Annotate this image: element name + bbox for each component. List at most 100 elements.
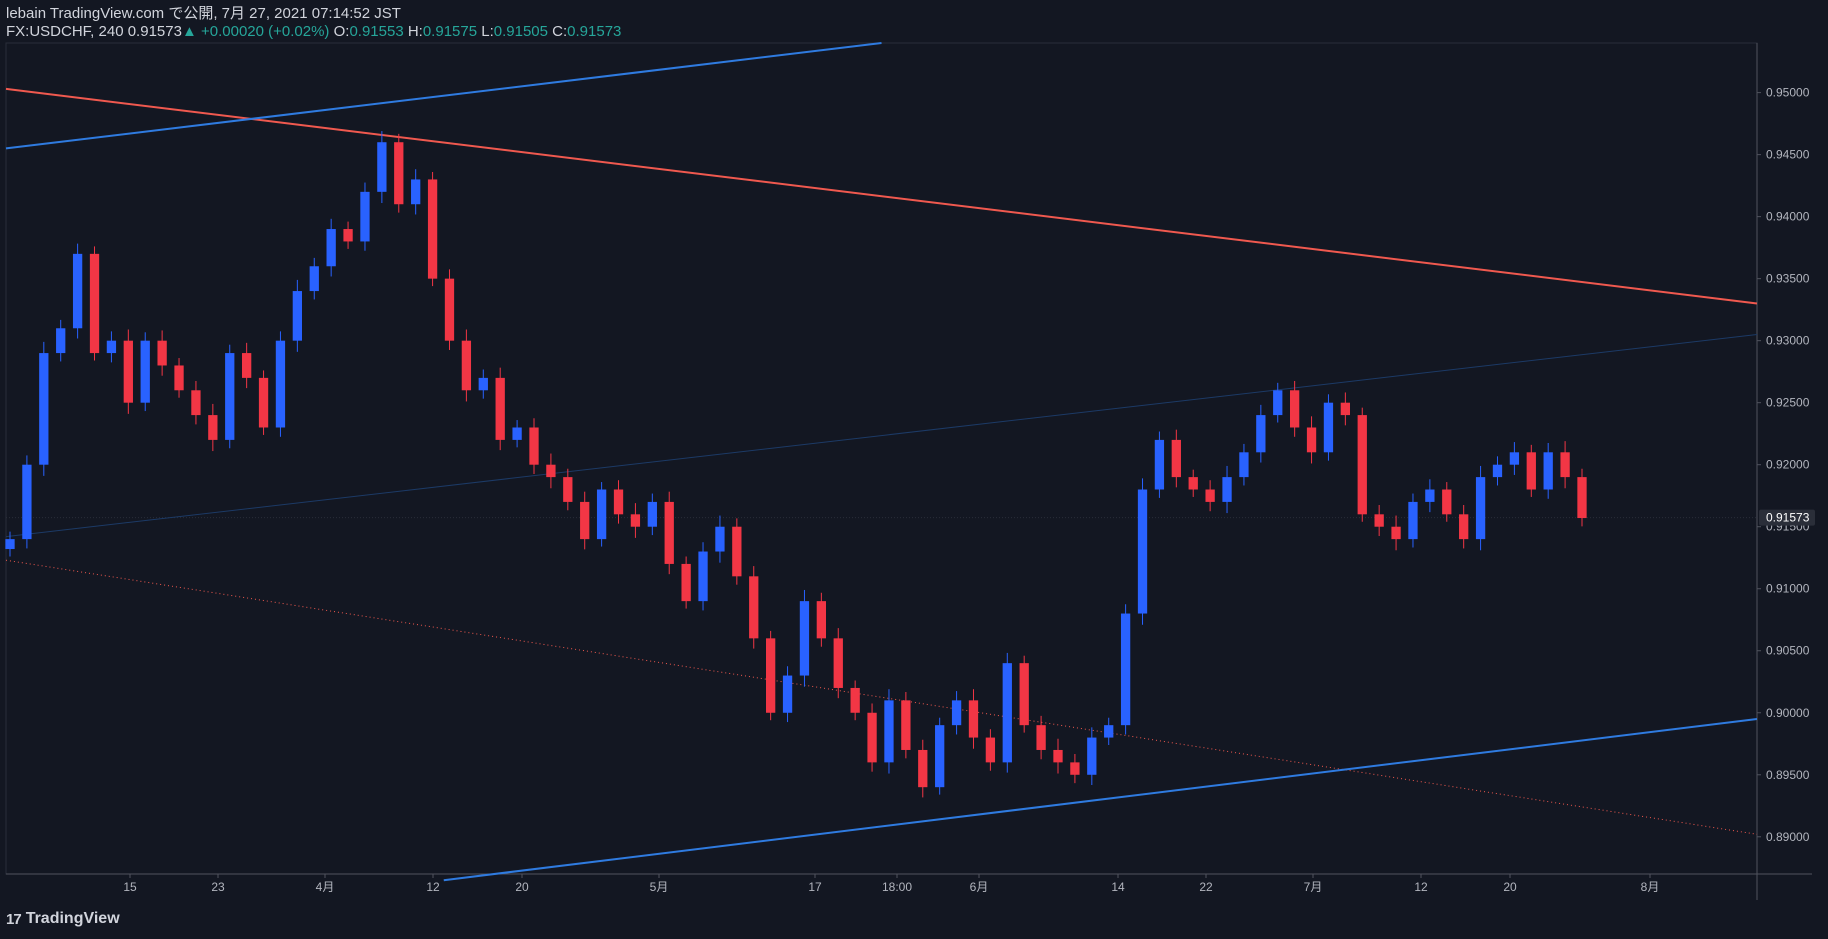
- candle-body: [1120, 613, 1131, 726]
- candle-body: [1002, 663, 1012, 763]
- candle-body: [1577, 477, 1587, 519]
- candle-body: [1492, 464, 1503, 478]
- candle-body: [258, 377, 269, 428]
- candle-body: [174, 365, 184, 391]
- candle-body: [292, 291, 303, 341]
- time-tick-label: 17: [808, 880, 822, 894]
- candle-body: [1442, 489, 1452, 515]
- trendline-lower-parallel: [5, 559, 1758, 835]
- time-tick-label: 12: [426, 880, 440, 894]
- low-value: 0.91505: [493, 23, 548, 40]
- time-tick-label: 12: [1414, 880, 1428, 894]
- candle-body: [1171, 439, 1181, 478]
- candle-body: [1188, 477, 1198, 490]
- low-label: L:: [481, 23, 494, 40]
- candle-body: [1154, 439, 1165, 490]
- candle-body: [39, 353, 49, 465]
- candle-body: [478, 377, 488, 391]
- time-tick-label: 7月: [1304, 880, 1323, 894]
- tradingview-mark-icon: 17: [6, 910, 22, 928]
- close-label: C:: [552, 23, 568, 40]
- candle-body: [1323, 402, 1334, 453]
- candle-body: [1205, 489, 1215, 502]
- price-tick-label: 0.89000: [1766, 830, 1810, 844]
- candle-body: [563, 477, 573, 502]
- candle-body: [867, 712, 877, 763]
- trendline-resistance: [5, 87, 1758, 305]
- open-label: O:: [333, 23, 350, 40]
- time-tick-label: 22: [1199, 880, 1213, 894]
- publisher-line: lebain TradingView.com で公開, 7月 27, 2021 …: [6, 5, 401, 22]
- price-tick-label: 0.90500: [1766, 644, 1810, 658]
- time-axis[interactable]: 15 23 4月 12 20 5月 17 18:00 6月 14 22 7月 12 20 8月: [123, 874, 1659, 894]
- candle-body: [546, 464, 556, 478]
- time-tick-label: 14: [1111, 880, 1125, 894]
- candle-body: [833, 638, 843, 688]
- candle-body: [580, 501, 590, 540]
- price-tick-label: 0.95000: [1766, 86, 1810, 100]
- candle-body: [241, 353, 252, 378]
- candle-body: [140, 340, 150, 403]
- candle-body: [782, 675, 793, 713]
- price-axis[interactable]: 0.95000 0.94500 0.94000 0.93500 0.93000 0.925…: [1757, 86, 1815, 844]
- candle-body: [1273, 390, 1283, 416]
- candle-body: [360, 191, 370, 242]
- candle-body: [647, 501, 657, 527]
- candle-body: [1374, 514, 1384, 527]
- time-tick-label: 8月: [1641, 880, 1660, 894]
- candle-body: [495, 377, 505, 440]
- candle-body: [1036, 725, 1046, 750]
- candle-body: [1425, 489, 1435, 502]
- candle-body: [1104, 725, 1114, 738]
- candle-body: [377, 142, 387, 192]
- candle-body: [664, 501, 674, 564]
- price-tick-label: 0.92000: [1766, 458, 1810, 472]
- trendline-lower-channel: [443, 717, 1758, 882]
- plot-border: [5, 42, 1758, 875]
- candle-body: [1306, 427, 1317, 453]
- trendline-mid-channel: [5, 333, 1758, 538]
- candle-body: [1391, 526, 1401, 540]
- candle-body: [1239, 452, 1249, 478]
- plot-frame: [5, 42, 1812, 900]
- candle-body: [935, 725, 945, 788]
- candle-body: [816, 601, 827, 639]
- candle-body: [918, 749, 928, 788]
- candle-body: [225, 353, 235, 440]
- price-change: +0.00020 (+0.02%): [200, 23, 330, 40]
- candle-body: [512, 427, 522, 440]
- candle-body: [1256, 415, 1266, 453]
- candle-body: [411, 179, 421, 205]
- candle-body: [715, 526, 725, 552]
- trendlines: [5, 42, 1758, 882]
- candle-body: [444, 278, 455, 341]
- candle-body: [749, 576, 759, 639]
- candle-body: [1560, 452, 1570, 478]
- tradingview-logo[interactable]: 17 TradingView: [6, 910, 120, 928]
- candle-body: [1526, 452, 1536, 490]
- candle-body: [732, 526, 742, 577]
- candle-body: [5, 539, 15, 550]
- candle-body: [326, 229, 336, 267]
- candle-body: [1053, 749, 1063, 763]
- candle-body: [343, 229, 353, 242]
- candle-body: [427, 179, 438, 279]
- candle-body: [56, 328, 66, 354]
- brand-label: TradingView: [25, 910, 120, 927]
- candle-body: [106, 340, 117, 354]
- candle-body: [529, 427, 539, 465]
- price-tick-label: 0.92500: [1766, 396, 1810, 410]
- candle-body: [698, 551, 708, 602]
- trendline-upper-channel: [5, 42, 882, 150]
- candle-body: [613, 489, 624, 515]
- candle-body: [596, 489, 607, 540]
- candle-body: [681, 563, 691, 602]
- candle-body: [157, 340, 167, 366]
- candle-body: [309, 266, 319, 292]
- price-tick-label: 0.90000: [1766, 706, 1810, 720]
- high-value: 0.91575: [422, 23, 478, 40]
- time-tick-label: 15: [123, 880, 137, 894]
- price-tick-label: 0.93000: [1766, 334, 1810, 348]
- high-label: H:: [407, 23, 423, 40]
